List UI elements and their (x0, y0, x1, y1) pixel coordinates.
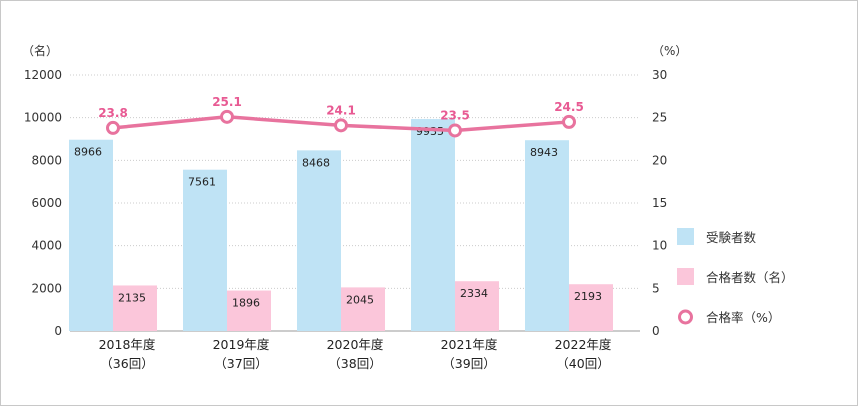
category-round-label: （39回） (442, 356, 495, 371)
bar (411, 119, 455, 331)
right-tick-label: 20 (652, 153, 667, 167)
bar-value-label: 8966 (74, 146, 102, 159)
category-round-label: （36回） (100, 356, 153, 371)
right-tick-label: 0 (652, 324, 660, 338)
category-year-label: 2021年度 (441, 337, 498, 352)
right-tick-label: 15 (652, 196, 667, 210)
bar (341, 287, 385, 331)
bar (183, 169, 227, 331)
bar-value-label: 9935 (416, 125, 444, 138)
rate-value-label: 24.5 (554, 100, 584, 114)
bar-value-label: 7561 (188, 176, 216, 189)
bar-value-label: 8468 (302, 156, 330, 169)
legend-label: 受験者数 (706, 230, 757, 245)
bar-value-label: 2334 (460, 287, 488, 300)
rate-value-label: 23.5 (440, 108, 470, 122)
legend-label: 合格者数（名） (706, 270, 794, 285)
legend-swatch (677, 268, 694, 285)
bar (227, 290, 271, 331)
category-round-label: （37回） (214, 356, 267, 371)
bars: 8966 2135 7561 1896 8468 2045 9935 2334 8943 2193 (69, 119, 613, 331)
category-year-label: 2018年度 (99, 337, 156, 352)
left-tick-label: 6000 (31, 196, 62, 210)
category-year-label: 2020年度 (327, 337, 384, 352)
left-tick-label: 10000 (24, 111, 62, 125)
bar (113, 285, 157, 331)
rate-point (334, 118, 348, 133)
right-tick-label: 10 (652, 239, 667, 253)
bar-value-label: 2045 (346, 293, 374, 306)
left-tick-label: 8000 (31, 153, 62, 167)
legend-swatch (677, 228, 694, 245)
rate-line: 23.8 25.1 24.1 23.5 24.5 (98, 95, 584, 138)
rate-point (562, 114, 576, 129)
bar (569, 284, 613, 331)
bar-value-label: 2135 (118, 291, 146, 304)
right-axis-unit: （%） (652, 44, 687, 58)
left-tick-label: 12000 (24, 68, 62, 82)
left-axis-unit: （名） (22, 43, 58, 58)
left-tick-label: 4000 (31, 239, 62, 253)
rate-value-label: 25.1 (212, 95, 242, 109)
bar-value-label: 2193 (574, 290, 602, 303)
category-round-label: （38回） (328, 356, 381, 371)
legend-label: 合格率（%） (706, 310, 780, 325)
bar (297, 150, 341, 331)
legend-marker (678, 309, 693, 325)
bar-value-label: 1896 (232, 297, 260, 310)
bar-value-label: 8943 (530, 146, 558, 159)
bar (69, 139, 113, 331)
right-tick-label: 5 (652, 281, 660, 295)
rate-point (448, 123, 462, 138)
category-year-label: 2022年度 (555, 337, 612, 352)
bar (525, 140, 569, 331)
rate-point (220, 109, 234, 124)
right-tick-label: 30 (652, 68, 667, 82)
left-axis-ticks: 0 2000 4000 6000 8000 10000 12000 (24, 68, 62, 338)
rate-value-label: 23.8 (98, 106, 128, 120)
rate-value-label: 24.1 (326, 103, 356, 117)
right-axis-ticks: 0 5 10 15 20 25 30 (652, 68, 667, 338)
left-tick-label: 2000 (31, 281, 62, 295)
rate-point (106, 120, 120, 135)
category-year-label: 2019年度 (213, 337, 270, 352)
right-tick-label: 25 (652, 111, 667, 125)
bar (455, 281, 499, 331)
left-tick-label: 0 (54, 324, 62, 338)
category-labels: 2018年度 （36回） 2019年度 （37回） 2020年度 （38回） 2021年度 （… (99, 337, 612, 371)
category-round-label: （40回） (556, 356, 609, 371)
